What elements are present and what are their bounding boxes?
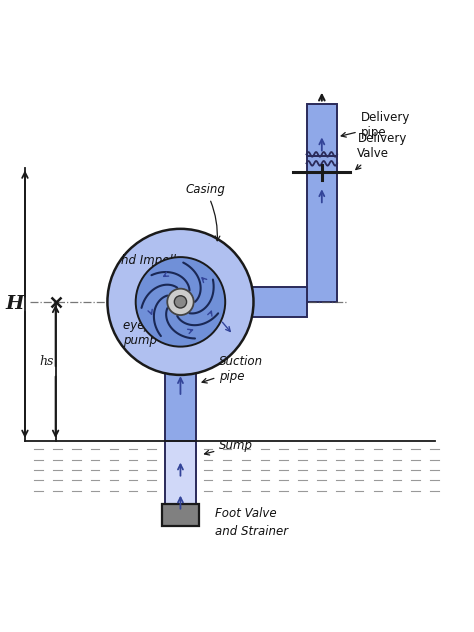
Circle shape [136, 257, 225, 346]
Text: Delivery
Valve: Delivery Valve [356, 133, 407, 169]
Text: Foot Valve
and Strainer: Foot Valve and Strainer [215, 507, 288, 538]
Circle shape [108, 229, 254, 375]
Circle shape [167, 289, 194, 315]
Bar [307, 155, 337, 302]
Bar [165, 355, 196, 441]
Text: eye of
pump: eye of pump [124, 319, 160, 346]
Bar [243, 286, 307, 317]
Text: Sump: Sump [204, 439, 253, 455]
Text: Casing: Casing [185, 183, 225, 241]
Text: H: H [5, 295, 24, 313]
Text: hs: hs [39, 355, 54, 368]
Text: hd Impeller: hd Impeller [120, 255, 188, 270]
Bar [307, 104, 337, 155]
Text: Delivery
pipe: Delivery pipe [341, 111, 410, 139]
Circle shape [174, 296, 187, 308]
Text: Suction
pipe: Suction pipe [202, 355, 264, 384]
Bar [165, 441, 196, 504]
Bar [162, 504, 199, 526]
